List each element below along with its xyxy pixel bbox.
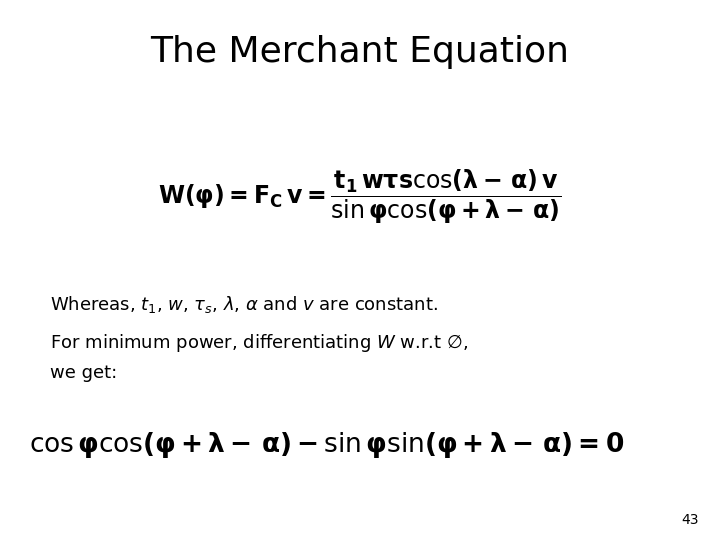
Text: The Merchant Equation: The Merchant Equation [150, 35, 570, 69]
Text: For minimum power, differentiating $W$ w.r.t $\emptyset$,: For minimum power, differentiating $W$ w… [50, 332, 469, 354]
Text: $\mathbf{W(\varphi)=F_C\,v=\dfrac{t_1\,w\tau s\cos(\lambda-\,\alpha)\,v}{\sin\va: $\mathbf{W(\varphi)=F_C\,v=\dfrac{t_1\,w… [158, 168, 562, 226]
Text: we get:: we get: [50, 364, 117, 382]
Text: $\mathbf{\cos\varphi\cos(\varphi+\lambda-\,\alpha)-\sin\varphi\sin(\varphi+\lamb: $\mathbf{\cos\varphi\cos(\varphi+\lambda… [29, 430, 624, 461]
Text: Whereas, $t_1$, $w$, $\tau_s$, $\lambda$, $\alpha$ and $v$ are constant.: Whereas, $t_1$, $w$, $\tau_s$, $\lambda$… [50, 294, 438, 315]
Text: 43: 43 [681, 512, 698, 526]
